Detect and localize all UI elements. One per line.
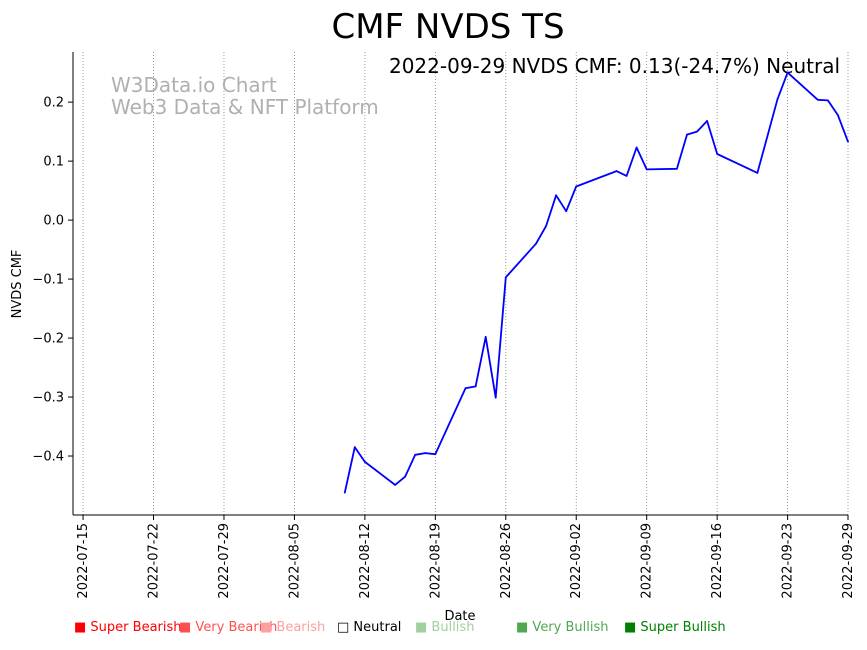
data-point (575, 185, 578, 188)
data-point (756, 172, 759, 174)
x-grid-lines (82, 52, 849, 515)
legend-label: Bearish (272, 620, 326, 635)
data-point (545, 225, 547, 227)
data-point (776, 98, 779, 101)
y-tick-label: −0.1 (32, 273, 64, 288)
data-point (816, 98, 819, 101)
data-point (363, 461, 366, 463)
data-point (826, 99, 829, 102)
legend-marker-icon: ■ (516, 620, 529, 635)
data-point (565, 210, 568, 213)
data-point (394, 484, 396, 486)
data-point (484, 335, 487, 338)
data-point (504, 276, 507, 279)
legend-item: ■ Bearish (260, 620, 325, 635)
data-point (535, 242, 537, 245)
legend-label: Super Bullish (636, 620, 726, 635)
series-layer (343, 71, 849, 494)
x-tick-label: 2022-08-19 (428, 523, 443, 599)
legend-label: Bullish (427, 620, 475, 635)
data-point (343, 491, 346, 494)
y-ticks: 0.2 0.1 0.0 −0.1 −0.2 −0.3 −0.4 (32, 96, 73, 465)
x-axis-label: Date (444, 609, 475, 624)
legend-marker-icon: □ (337, 620, 350, 635)
legend-item: ■ Super Bullish (624, 620, 726, 635)
data-point (746, 167, 749, 170)
value-annotation: 2022-09-29 NVDS CMF: 0.13(-24.7%) Neutra… (389, 54, 840, 78)
data-point (706, 120, 708, 122)
watermark-line-2: Web3 Data & NFT Platform (111, 95, 379, 119)
data-point (555, 194, 558, 197)
data-point (696, 130, 698, 133)
data-point (786, 71, 789, 74)
legend-item: ■ Bullish (415, 620, 474, 635)
legend-label: Very Bearish (191, 620, 278, 635)
data-point (414, 453, 417, 456)
legend-marker-icon: ■ (415, 620, 428, 635)
data-point (353, 446, 356, 449)
x-tick-label: 2022-09-09 (640, 523, 655, 599)
x-tick-label: 2022-08-05 (287, 523, 302, 599)
y-tick-label: −0.3 (32, 391, 64, 406)
data-point (686, 133, 688, 136)
legend-marker-icon: ■ (260, 620, 273, 635)
x-tick-label: 2022-08-26 (499, 523, 514, 599)
legend-item: ■ Very Bearish (179, 620, 277, 635)
data-point (847, 140, 849, 143)
legend-label: Super Bearish (86, 620, 182, 635)
legend-label: Neutral (349, 620, 402, 635)
x-tick-label: 2022-09-16 (710, 523, 725, 599)
data-point (837, 114, 839, 117)
data-point (635, 146, 638, 149)
y-tick-label: 0.0 (43, 214, 64, 229)
x-tick-label: 2022-08-12 (358, 523, 373, 599)
y-tick-label: 0.2 (43, 96, 64, 111)
x-tick-label: 2022-07-15 (76, 523, 91, 599)
legend-item: ■ Super Bearish (74, 620, 182, 635)
legend-label: Very Bullish (528, 620, 609, 635)
x-tick-label: 2022-09-29 (841, 523, 856, 599)
legend-marker-icon: ■ (74, 620, 87, 635)
y-axis-label: NVDS CMF (10, 250, 25, 319)
legend-marker-icon: ■ (179, 620, 192, 635)
x-tick-label: 2022-09-02 (569, 523, 584, 599)
y-tick-label: −0.2 (32, 332, 64, 347)
data-point (474, 385, 477, 388)
watermark-line-1: W3Data.io Chart (111, 73, 277, 97)
data-point (434, 453, 437, 456)
data-point (625, 174, 628, 177)
data-point (675, 167, 678, 170)
chart-title: CMF NVDS TS (331, 7, 564, 47)
data-point (464, 387, 467, 390)
legend-item: ■ Very Bullish (516, 620, 609, 635)
legend-marker-icon: ■ (624, 620, 637, 635)
data-point (615, 170, 618, 173)
data-point (494, 396, 497, 399)
sentiment-legend: ■ Super Bearish ■ Very Bearish ■ Bearish □ … (74, 620, 854, 638)
x-tick-label: 2022-07-29 (217, 523, 232, 599)
data-point (424, 452, 427, 454)
data-point (404, 475, 407, 478)
y-tick-label: −0.4 (32, 450, 64, 465)
y-tick-label: 0.1 (43, 155, 64, 170)
x-tick-label: 2022-09-23 (781, 523, 796, 599)
data-point (716, 153, 719, 155)
x-ticks: 2022-07-15 2022-07-22 2022-07-29 2022-08-05… (76, 515, 856, 599)
series-line-nvds-cmf (343, 71, 849, 493)
legend-item: □ Neutral (337, 620, 401, 635)
x-tick-label: 2022-07-22 (147, 523, 162, 599)
data-point (645, 168, 648, 171)
